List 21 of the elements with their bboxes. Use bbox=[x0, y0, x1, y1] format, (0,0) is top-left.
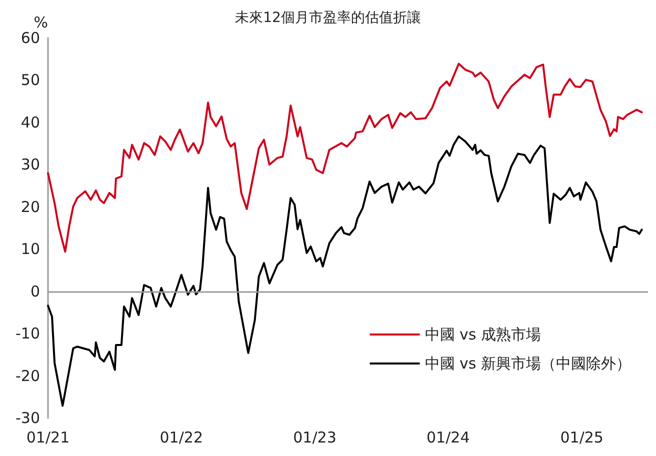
x-tick-label: 01/21 bbox=[26, 428, 70, 446]
y-tick-label: -20 bbox=[16, 366, 40, 385]
chart-title: 未來12個月市盈率的估值折讓 bbox=[235, 10, 421, 26]
x-tick-label: 01/25 bbox=[560, 428, 604, 446]
y-tick-label: 10 bbox=[20, 240, 40, 258]
y-tick-label: 20 bbox=[20, 198, 40, 216]
y-axis-title: % bbox=[34, 14, 48, 32]
x-tick-label: 01/24 bbox=[426, 428, 470, 446]
legend-label: 中國 vs 成熟市場 bbox=[424, 326, 542, 344]
y-tick-label: -10 bbox=[16, 324, 40, 343]
y-tick-label: 60 bbox=[20, 29, 40, 47]
line-series bbox=[47, 135, 643, 407]
line-series bbox=[47, 62, 643, 253]
y-tick-label: 30 bbox=[20, 156, 40, 174]
y-tick-label: 40 bbox=[20, 113, 40, 132]
y-tick-label: 50 bbox=[20, 71, 40, 90]
y-tick-label: -30 bbox=[16, 409, 40, 427]
y-tick-label: 0 bbox=[30, 282, 40, 300]
x-tick-label: 01/23 bbox=[293, 428, 336, 446]
x-tick-label: 01/22 bbox=[160, 428, 203, 446]
legend-label: 中國 vs 新興市場（中國除外） bbox=[424, 354, 632, 372]
